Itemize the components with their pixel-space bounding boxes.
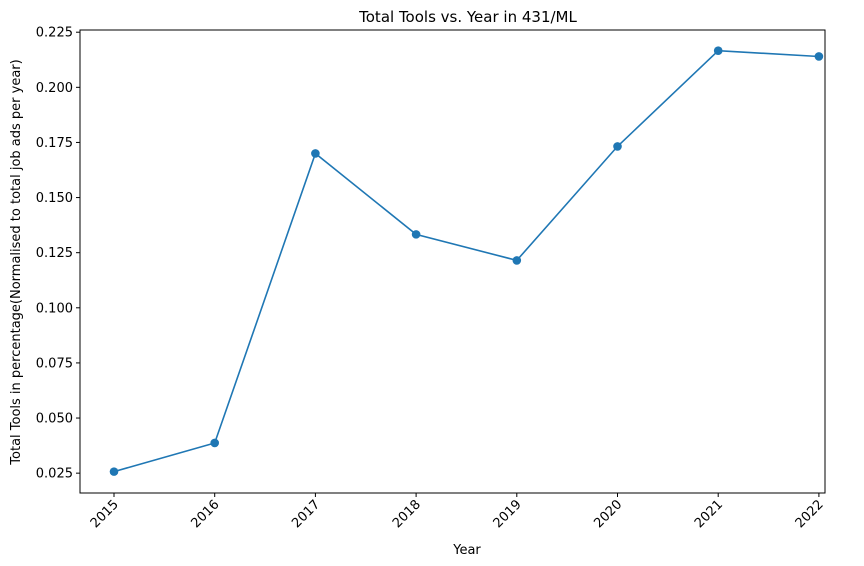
data-point — [613, 142, 622, 151]
data-point — [210, 438, 219, 448]
data-point — [109, 467, 119, 476]
x-tick-label: 2017 — [289, 497, 323, 531]
x-tick-label: 2015 — [88, 497, 122, 531]
x-tick-label: 2019 — [491, 497, 525, 531]
y-tick-label: 0.175 — [36, 136, 73, 151]
data-point — [713, 46, 723, 56]
x-tick-label: 2022 — [793, 497, 827, 531]
data-point — [411, 230, 421, 239]
data-point — [311, 149, 320, 158]
series-line — [113, 49, 819, 473]
plot-frame — [79, 29, 826, 494]
series-layer — [109, 46, 824, 476]
data-point — [814, 52, 824, 61]
y-tick-label: 0.050 — [36, 412, 73, 427]
y-tick-label: 0.075 — [36, 356, 73, 371]
y-axis-label: Total Tools in percentage(Normalised to … — [9, 59, 24, 465]
x-tick-label: 2020 — [591, 497, 625, 531]
y-tick-label: 0.100 — [36, 301, 73, 316]
y-tick-label: 0.150 — [36, 191, 73, 206]
y-tick-label: 0.200 — [36, 81, 73, 96]
x-tick-label: 2016 — [189, 497, 223, 531]
x-tick-label: 2021 — [692, 497, 726, 531]
y-tick-label: 0.025 — [36, 467, 73, 482]
y-tick-label: 0.125 — [36, 246, 73, 261]
chart-title: Total Tools vs. Year in 431/ML — [358, 8, 577, 26]
y-tick-label: 0.225 — [36, 26, 73, 41]
x-axis: 2015 2016 2017 2018 2019 2020 2021 2022 — [88, 493, 827, 531]
y-axis: 0.025 0.050 0.075 0.100 0.125 0.150 0.175 0.200… — [36, 26, 80, 482]
data-point — [512, 256, 522, 265]
x-tick-label: 2018 — [390, 497, 424, 531]
x-axis-label: Year — [452, 543, 481, 558]
